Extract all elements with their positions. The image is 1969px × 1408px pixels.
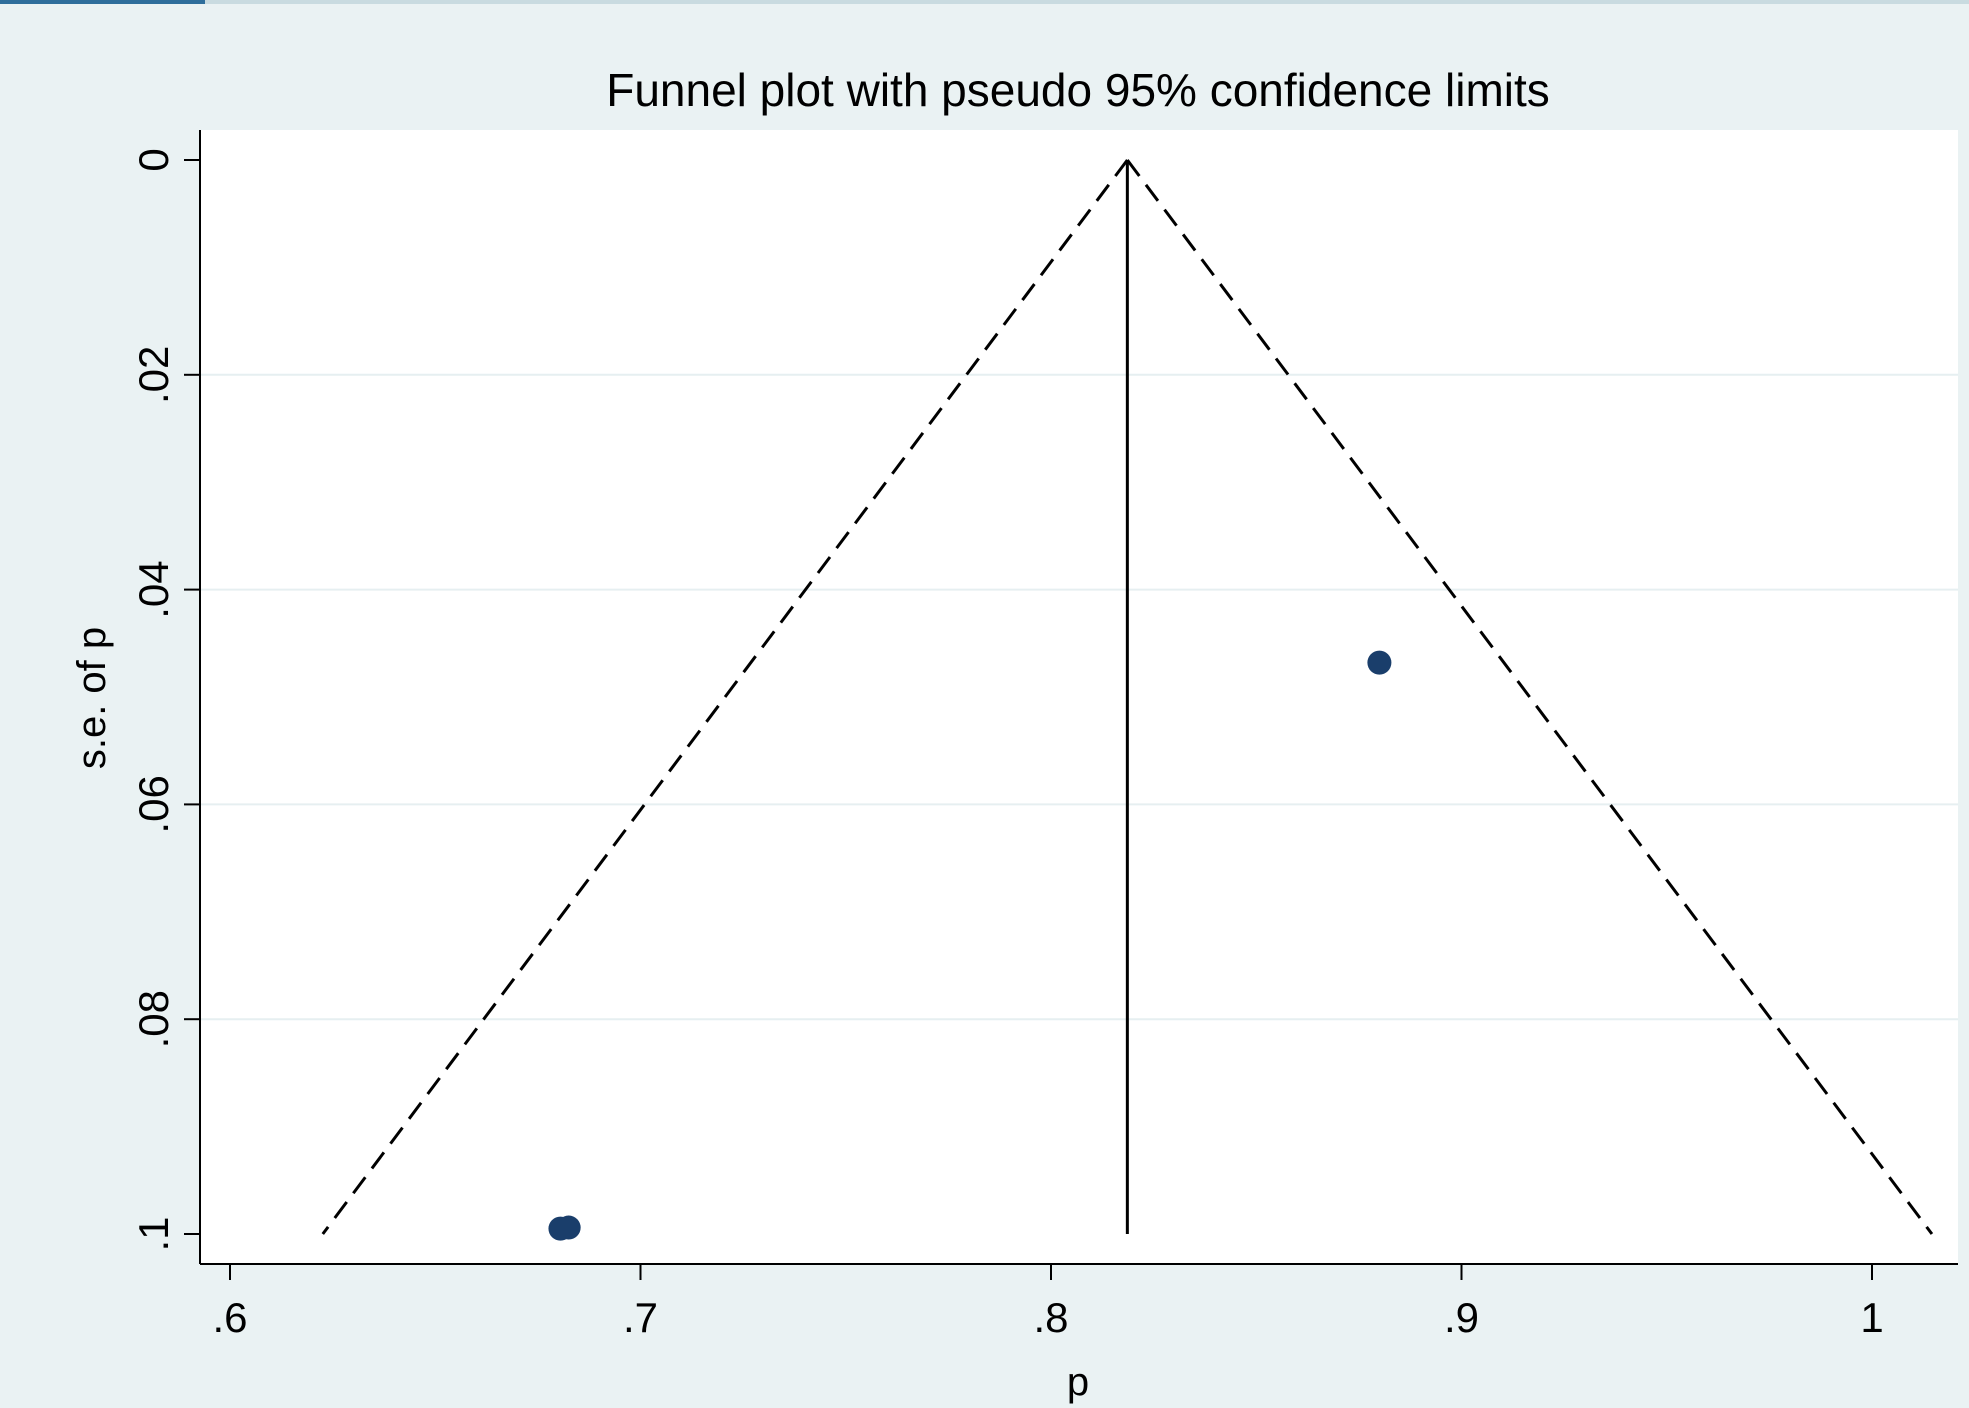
axes: .6 .7 .8 .9 1 0 .02 .04 .06 .08 .1 [130,130,1958,1341]
y-tick-label: .02 [130,346,177,404]
upper-confidence-limit [1126,159,1934,1235]
top-strip [0,0,1969,4]
x-tick-label: .7 [623,1294,658,1341]
y-tick-label: .08 [130,990,177,1048]
y-tick-label: .04 [130,560,177,618]
x-tick-label: .6 [212,1294,247,1341]
y-tick-label: 0 [130,148,177,171]
x-tick-label: .9 [1444,1294,1479,1341]
plot-area [200,130,1958,1264]
study-point [556,1215,581,1240]
y-tick-label: .06 [130,775,177,833]
data-points [548,650,1392,1241]
x-tick-label: 1 [1860,1294,1883,1341]
top-strip-accent [0,0,205,4]
study-point [1367,650,1392,675]
chart-title: Funnel plot with pseudo 95% confidence l… [606,64,1550,116]
y-axis-label: s.e. of p [70,627,114,769]
grid-lines [200,373,1958,1021]
y-tick-label: .1 [130,1216,177,1251]
x-tick-label: .8 [1033,1294,1068,1341]
x-axis-label: p [1067,1360,1089,1404]
lower-confidence-limit [321,159,1129,1235]
funnel-lines [321,159,1934,1235]
